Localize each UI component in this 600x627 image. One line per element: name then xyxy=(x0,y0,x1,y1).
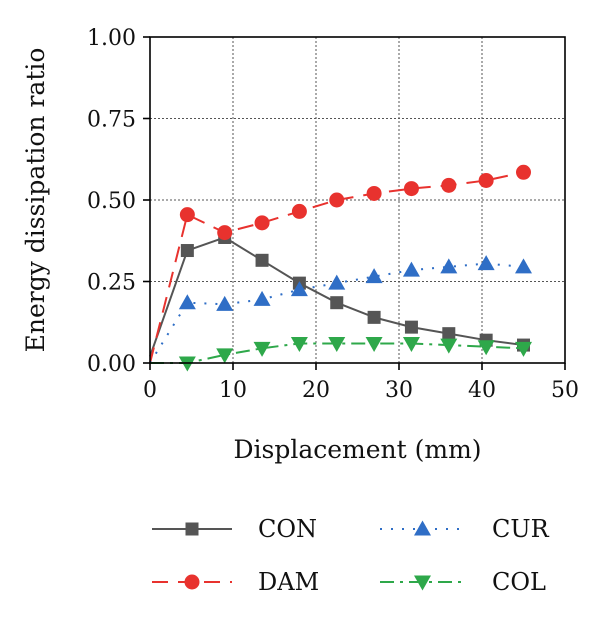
data-point-dam xyxy=(179,207,195,223)
data-point-col xyxy=(290,336,308,352)
data-point-dam xyxy=(478,172,494,188)
data-point-dam xyxy=(217,225,233,241)
legend-label-dam: DAM xyxy=(258,568,319,596)
x-tick-label: 20 xyxy=(302,378,330,403)
data-point-dam xyxy=(329,192,345,208)
grid-layer xyxy=(150,37,565,363)
data-point-col xyxy=(440,338,458,354)
data-point-cur xyxy=(440,258,458,274)
data-point-col xyxy=(402,336,420,352)
x-axis-label: Displacement (mm) xyxy=(233,435,481,464)
x-tick-label: 0 xyxy=(143,378,157,403)
data-point-col xyxy=(216,348,234,364)
data-point-con xyxy=(330,296,344,310)
data-point-cur xyxy=(477,255,495,271)
x-tick-label: 40 xyxy=(468,378,496,403)
data-point-col xyxy=(365,336,383,352)
y-tick-label: 0.00 xyxy=(87,352,136,377)
series-layer xyxy=(149,164,532,372)
data-point-dam xyxy=(366,185,382,201)
data-point-con xyxy=(367,310,381,324)
data-point-dam xyxy=(403,181,419,197)
y-tick-label: 0.50 xyxy=(87,189,136,214)
legend: CON CUR DAM COL xyxy=(152,515,550,596)
data-point-col xyxy=(515,341,532,357)
data-point-con xyxy=(404,320,418,334)
series-line-col xyxy=(150,342,524,364)
legend-marker-cur xyxy=(414,520,431,536)
data-point-dam xyxy=(254,215,270,231)
data-point-cur xyxy=(216,295,234,311)
data-point-con xyxy=(255,253,269,267)
y-tick-label: 0.25 xyxy=(87,271,136,296)
data-point-dam xyxy=(516,164,531,180)
data-point-cur xyxy=(290,281,308,297)
data-point-col xyxy=(178,356,196,372)
legend-label-cur: CUR xyxy=(492,515,550,543)
data-point-cur xyxy=(178,294,196,310)
legend-label-con: CON xyxy=(258,515,317,543)
tick-layer: 0 10 20 30 40 50 0.00 0.25 0.50 0.75 1.00 xyxy=(87,26,579,403)
legend-marker-dam xyxy=(184,574,200,590)
data-point-cur xyxy=(328,274,346,290)
x-tick-label: 30 xyxy=(385,378,413,403)
data-point-col xyxy=(477,340,495,356)
data-point-cur xyxy=(402,261,420,277)
y-tick-label: 1.00 xyxy=(87,26,136,51)
y-tick-label: 0.75 xyxy=(87,108,136,133)
data-point-cur xyxy=(253,290,271,306)
legend-marker-col xyxy=(414,575,431,591)
data-point-cur xyxy=(365,268,383,284)
data-point-cur xyxy=(515,258,532,274)
legend-label-col: COL xyxy=(492,568,546,596)
legend-marker-con xyxy=(185,522,199,536)
data-point-dam xyxy=(441,177,457,193)
data-point-con xyxy=(442,327,456,341)
x-tick-label: 50 xyxy=(551,378,579,403)
data-point-con xyxy=(180,244,194,258)
y-axis-label: Energy dissipation ratio xyxy=(21,48,50,353)
data-point-col xyxy=(328,336,346,352)
data-point-col xyxy=(253,341,271,357)
x-tick-label: 10 xyxy=(219,378,247,403)
data-point-dam xyxy=(291,203,307,219)
